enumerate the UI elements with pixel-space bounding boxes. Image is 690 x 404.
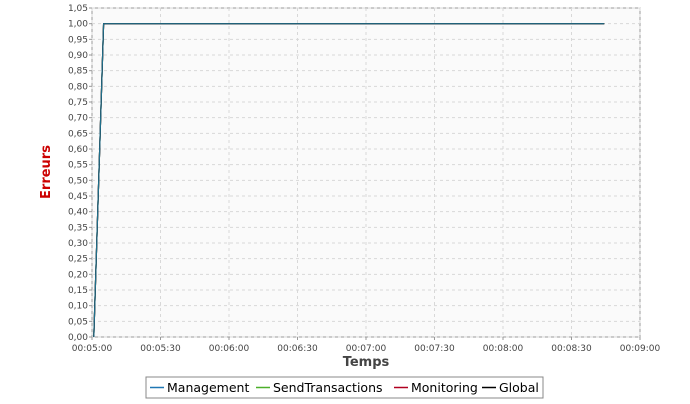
y-tick-label: 0,30 (68, 239, 88, 249)
y-tick-label: 1,00 (68, 20, 88, 30)
x-tick-label: 00:06:00 (209, 344, 250, 354)
legend: Management SendTransactions Monitoring Glob… (145, 376, 544, 399)
series-line-overlay (93, 23, 605, 338)
x-tick-label: 00:05:00 (72, 344, 113, 354)
x-tick-label: 00:05:30 (140, 344, 181, 354)
legend-label-management: Management (167, 380, 249, 395)
y-tick-label: 0,35 (68, 223, 88, 233)
legend-label-monitoring: Monitoring (411, 380, 478, 395)
y-tick-label: 0,15 (68, 286, 88, 296)
x-tick-label: 00:07:00 (346, 344, 387, 354)
x-tick-label: 00:06:30 (277, 344, 318, 354)
y-tick-label: 0,20 (68, 270, 88, 280)
y-tick-label: 0,85 (68, 67, 88, 77)
x-axis-title: Temps (343, 355, 390, 370)
y-tick-label: 1,05 (68, 4, 88, 14)
y-tick-label: 0,55 (68, 161, 88, 171)
legend-box (145, 376, 544, 399)
y-tick-label: 0,10 (68, 302, 88, 312)
y-tick-label: 0,40 (68, 208, 88, 218)
y-tick-label: 0,90 (68, 51, 88, 61)
x-tick-label: 00:08:00 (483, 344, 524, 354)
y-tick-label: 0,65 (68, 129, 88, 139)
y-tick-label: 0,80 (68, 82, 88, 92)
grid-layer (91, 7, 641, 338)
series-layer (93, 23, 605, 338)
y-tick-label: 0,95 (68, 35, 88, 45)
y-tick-label: 0,75 (68, 98, 88, 108)
y-tick-label: 0,25 (68, 255, 88, 265)
legend-label-global: Global (499, 380, 539, 395)
y-tick-label: 0,05 (68, 317, 88, 327)
legend-label-sendtransactions: SendTransactions (273, 380, 383, 395)
x-tick-label: 00:07:30 (414, 344, 455, 354)
y-tick-label: 0,45 (68, 192, 88, 202)
y-tick-label: 0,00 (68, 333, 88, 343)
y-tick-label: 0,50 (68, 176, 88, 186)
x-tick-label: 00:08:30 (551, 344, 592, 354)
y-tick-label: 0,60 (68, 145, 88, 155)
x-tick-label: 00:09:00 (620, 344, 661, 354)
y-axis-title: Erreurs (39, 145, 54, 199)
y-tick-label: 0,70 (68, 114, 88, 124)
axis-layer: 0,00 0,05 0,10 0,15 0,20 0,25 0,30 0,35 0,40 0,45… (68, 4, 661, 354)
